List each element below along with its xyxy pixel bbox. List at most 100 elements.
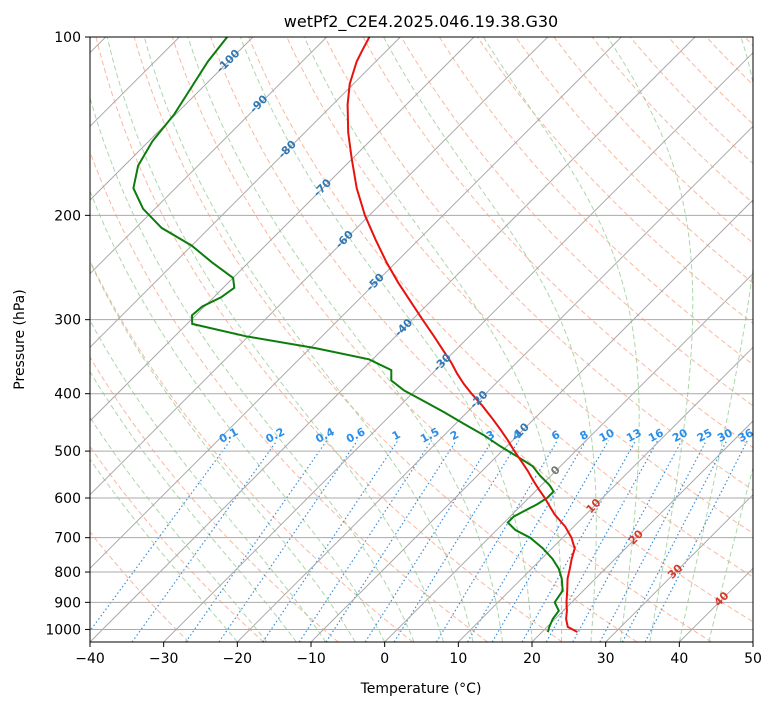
dry-adiabat-line <box>95 37 563 642</box>
y-axis-label: Pressure (hPa) <box>12 289 28 389</box>
mixing-ratio-line <box>218 440 358 642</box>
moist-adiabat-line <box>239 37 533 642</box>
isotherm-label: -50 <box>364 271 387 294</box>
mixing-ratio-label: 1 <box>390 428 403 443</box>
x-tick-label: 0 <box>380 651 389 667</box>
dry-adiabat-line <box>171 37 712 642</box>
dry-adiabat-line <box>668 37 753 125</box>
moist-adiabat-lines <box>90 37 753 642</box>
isotherm-line <box>310 199 753 642</box>
mixing-ratio-labels: 0.1 0.2 0.4 0.6 1 1.5 2 3 4 6 8 10 13 16 20 25 30 36 <box>217 425 756 446</box>
dry-adiabat-line <box>515 37 753 284</box>
plot-area: -100-90-80-70-60-50-40-30-20-10010203040… <box>90 37 756 642</box>
mixing-ratio-label: 8 <box>578 428 591 443</box>
x-tick-label: 10 <box>449 651 467 667</box>
dry-adiabat-line <box>210 37 753 623</box>
mixing-ratio-lines <box>90 440 748 642</box>
mixing-ratio-label: 0.2 <box>264 425 287 446</box>
moist-adiabat-line <box>607 37 694 642</box>
dry-adiabat-line <box>400 37 753 407</box>
moist-adiabat-line <box>90 370 297 642</box>
dry-adiabat-line <box>362 37 753 449</box>
moist-adiabat-line <box>90 260 356 642</box>
isotherm-line <box>163 51 753 642</box>
y-tick-label: 900 <box>54 595 81 611</box>
dry-adiabat-line <box>477 37 753 325</box>
mixing-ratio-line <box>131 440 278 642</box>
isotherm-line <box>236 125 753 642</box>
mixing-ratio-line <box>364 440 493 642</box>
dry-adiabat-line <box>133 37 638 642</box>
dry-adiabat-line <box>90 356 339 642</box>
isotherm-line <box>605 493 753 642</box>
mixing-ratio-label: 6 <box>549 428 562 443</box>
y-tick-label: 100 <box>54 30 81 46</box>
moist-adiabat-line <box>90 416 268 642</box>
moist-adiabat-line <box>482 37 640 642</box>
mixing-ratio-label: 2 <box>448 428 461 443</box>
x-axis-label: Temperature (°C) <box>360 681 482 697</box>
mixing-ratio-label: 20 <box>670 426 690 445</box>
dewpoint-profile-line <box>132 37 564 633</box>
mixing-ratio-line <box>435 440 558 642</box>
x-tick-label: −30 <box>149 651 179 667</box>
isotherm-line <box>384 272 753 642</box>
plot-frame <box>89 36 754 643</box>
mixing-ratio-line <box>521 440 637 642</box>
moist-adiabat-line <box>90 189 386 642</box>
mixing-ratio-label: 13 <box>624 426 644 445</box>
mixing-ratio-label: 0.6 <box>344 425 368 446</box>
x-tick-label: −10 <box>296 651 326 667</box>
isotherm-label: 30 <box>665 561 685 581</box>
isotherm-line <box>752 641 753 642</box>
dry-adiabat-line <box>744 37 753 47</box>
skewed-isotherm-lines <box>90 37 753 642</box>
y-tick-label: 400 <box>54 387 81 403</box>
mixing-ratio-label: 1.5 <box>418 425 441 446</box>
isotherm-label: 10 <box>584 496 604 516</box>
dry-adiabat-line <box>248 37 753 578</box>
mixing-ratio-line <box>466 440 587 642</box>
mixing-ratio-label: 30 <box>715 426 735 445</box>
moist-adiabat-line <box>708 466 753 642</box>
moist-adiabat-line <box>187 37 503 642</box>
y-tick-label: 200 <box>54 208 81 224</box>
mixing-ratio-label: 36 <box>736 426 756 445</box>
isotherm-line <box>90 37 696 642</box>
mixing-ratio-line <box>298 440 432 642</box>
isobar-gridlines <box>90 37 753 630</box>
y-tick-label: 1000 <box>45 622 81 638</box>
isotherm-line <box>531 420 753 642</box>
isotherm-line <box>90 37 328 275</box>
dry-adiabat-line <box>286 37 753 534</box>
x-tick-label: −20 <box>223 651 253 667</box>
y-tick-label: 800 <box>54 565 81 581</box>
moist-adiabat-line <box>90 96 415 642</box>
mixing-ratio-label: 0.1 <box>217 425 240 446</box>
dry-adiabat-line <box>90 150 488 642</box>
moist-adiabat-line <box>90 458 238 642</box>
mixing-ratio-label: 10 <box>597 426 617 445</box>
mixing-ratio-line <box>599 440 707 642</box>
x-tick-label: −40 <box>75 651 105 667</box>
y-tick-label: 500 <box>54 444 81 460</box>
mixing-ratio-line <box>393 440 520 642</box>
y-tick-label: 300 <box>54 313 81 329</box>
mixing-ratio-line <box>491 440 609 642</box>
mixing-ratio-label: 3 <box>484 428 497 443</box>
moist-adiabat-line <box>383 37 597 642</box>
mixing-ratio-label: 16 <box>646 426 666 445</box>
x-tick-label: 40 <box>670 651 688 667</box>
dry-adiabat-line <box>438 37 753 366</box>
dry-adiabat-line <box>324 37 753 491</box>
mixing-ratio-line <box>325 440 457 642</box>
isotherm-line <box>90 37 254 201</box>
moist-adiabat-line <box>106 37 445 642</box>
isotherm-line <box>90 37 549 496</box>
isotherm-line <box>90 37 475 422</box>
chart-title: wetPf2_C2E4.2025.046.19.38.G30 <box>284 12 558 32</box>
x-tick-label: 50 <box>744 651 762 667</box>
dry-adiabat-line <box>553 37 753 244</box>
